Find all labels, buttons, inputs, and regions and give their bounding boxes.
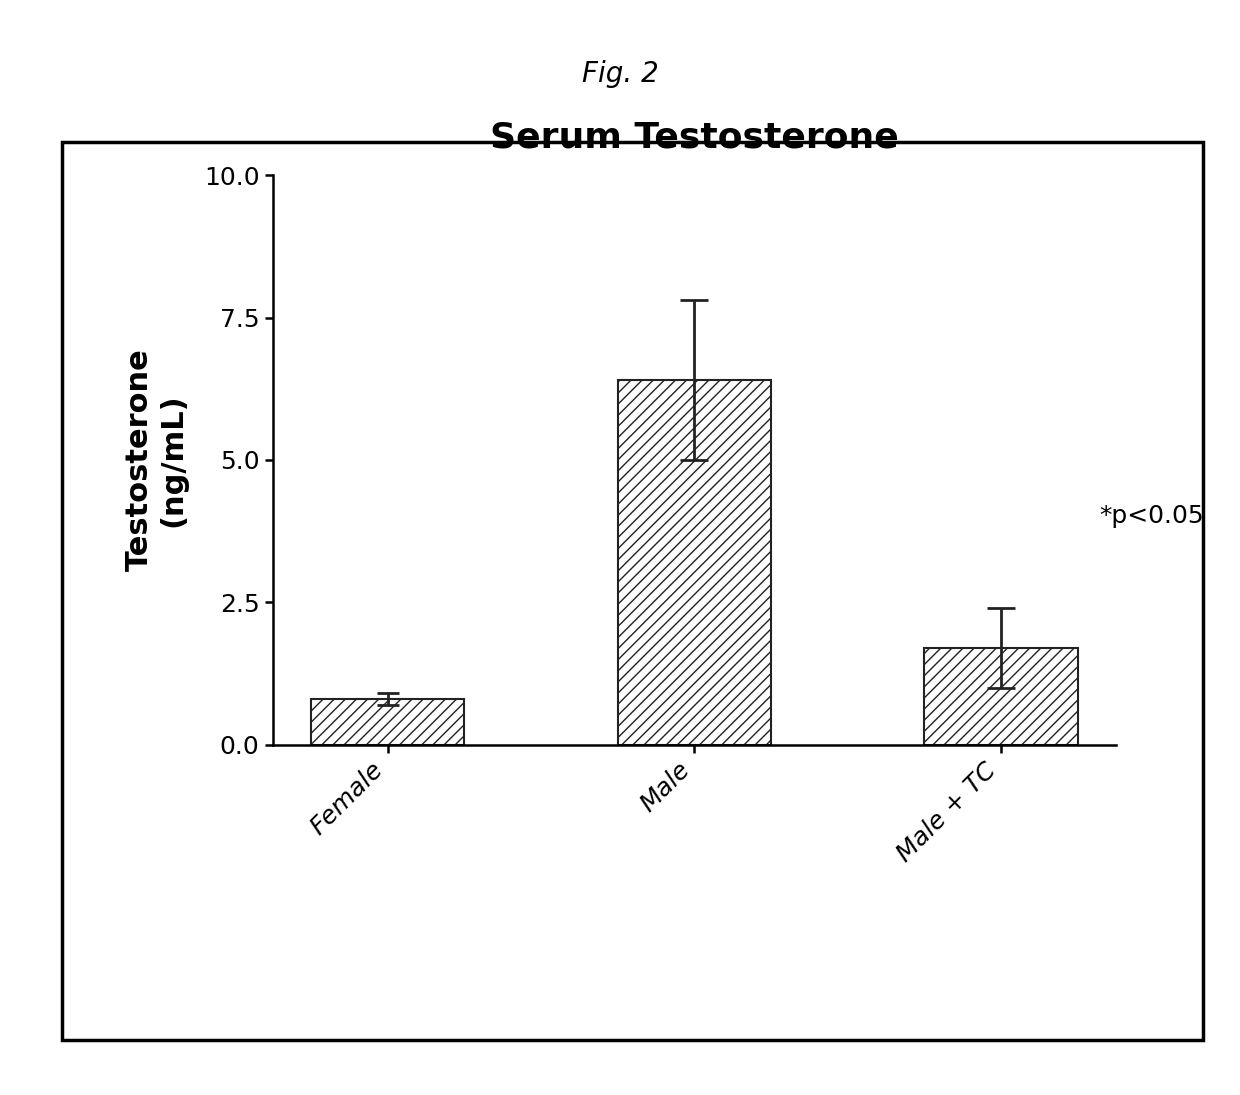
Y-axis label: Testosterone
(ng/mL): Testosterone (ng/mL) [125, 348, 187, 572]
Bar [311, 699, 465, 745]
Bar [924, 648, 1078, 745]
Title: Serum Testosterone: Serum Testosterone [490, 120, 899, 154]
Text: Fig. 2: Fig. 2 [582, 60, 658, 89]
Bar [618, 380, 771, 745]
Text: *p<0.05: *p<0.05 [1099, 504, 1204, 528]
